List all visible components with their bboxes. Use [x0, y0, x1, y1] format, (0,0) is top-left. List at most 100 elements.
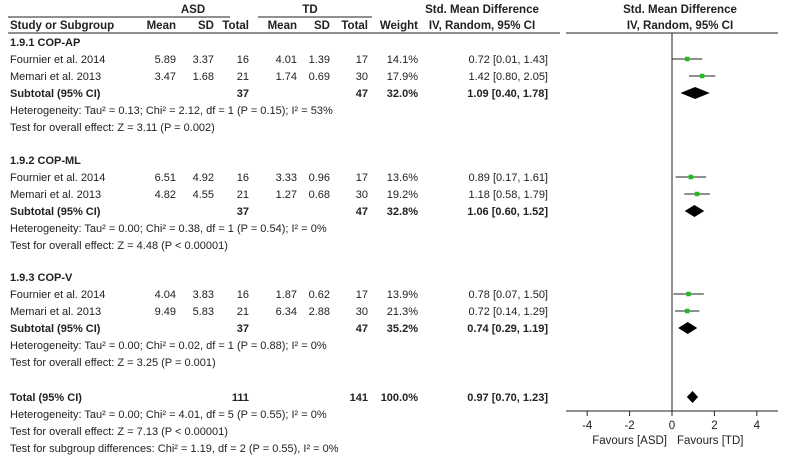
study-ci: 0.89 [0.17, 1.61] [468, 172, 548, 184]
asd-sd: 5.83 [193, 306, 214, 318]
asd-sd: 1.68 [193, 71, 214, 83]
subtotal-weight: 32.0% [387, 88, 418, 100]
study-marker [685, 308, 690, 314]
header-td-sd: SD [314, 20, 330, 32]
td-sd: 0.62 [309, 289, 330, 301]
overall-effect-text: Test for overall effect: Z = 3.11 (P = 0… [10, 122, 215, 134]
subtotal-label: Subtotal (95% CI) [10, 323, 101, 335]
x-tick-label: -4 [582, 420, 593, 432]
x-tick-label: 0 [669, 420, 675, 432]
study-ci: 1.42 [0.80, 2.05] [468, 71, 548, 83]
td-sd: 1.39 [309, 54, 330, 66]
subtotal-asd-total: 37 [237, 323, 249, 335]
td-mean: 6.34 [276, 306, 297, 318]
asd-total: 16 [237, 172, 249, 184]
header-asd-total: Total [222, 20, 249, 32]
header-smd-method: IV, Random, 95% CI [429, 20, 535, 32]
study-weight: 13.6% [387, 172, 418, 184]
subtotal-ci: 1.09 [0.40, 1.78] [467, 88, 548, 100]
study-name: Fournier et al. 2014 [10, 54, 105, 66]
subtotal-label: Subtotal (95% CI) [10, 88, 101, 100]
subtotal-ci: 1.06 [0.60, 1.52] [467, 206, 548, 218]
td-mean: 1.27 [276, 189, 297, 201]
td-total: 30 [356, 71, 368, 83]
study-weight: 21.3% [387, 306, 418, 318]
total-td-total: 141 [350, 392, 368, 404]
study-weight: 14.1% [387, 54, 418, 66]
asd-mean: 3.47 [155, 71, 176, 83]
subtotal-ci: 0.74 [0.29, 1.19] [467, 323, 548, 335]
study-name: Memari et al. 2013 [10, 71, 101, 83]
subgroup-title: 1.9.1 COP-AP [10, 37, 80, 49]
td-total: 17 [356, 289, 368, 301]
study-weight: 17.9% [387, 71, 418, 83]
td-mean: 1.74 [276, 71, 297, 83]
td-total: 17 [356, 172, 368, 184]
header-asd-mean: Mean [147, 20, 176, 32]
total-weight: 100.0% [381, 392, 419, 404]
asd-sd: 3.37 [193, 54, 214, 66]
study-marker [685, 56, 690, 62]
subtotal-weight: 35.2% [387, 323, 418, 335]
study-ci: 0.72 [0.01, 1.43] [468, 54, 548, 66]
asd-sd: 3.83 [193, 289, 214, 301]
asd-sd: 4.92 [193, 172, 214, 184]
subtotal-td-total: 47 [356, 88, 368, 100]
total-asd-total: 111 [232, 392, 249, 404]
td-total: 17 [356, 54, 368, 66]
study-name: Fournier et al. 2014 [10, 289, 105, 301]
header-td-mean: Mean [268, 20, 297, 32]
total-label: Total (95% CI) [10, 392, 82, 404]
heterogeneity-text: Heterogeneity: Tau² = 0.00; Chi² = 0.38,… [10, 223, 327, 235]
header-study: Study or Subgroup [10, 20, 114, 32]
asd-total: 16 [237, 54, 249, 66]
subtotal-diamond [680, 87, 710, 99]
td-sd: 2.88 [309, 306, 330, 318]
heterogeneity-text: Heterogeneity: Tau² = 0.00; Chi² = 0.02,… [10, 340, 327, 352]
td-mean: 3.33 [276, 172, 297, 184]
overall-effect-text: Test for overall effect: Z = 4.48 (P < 0… [10, 240, 228, 252]
asd-mean: 6.51 [155, 172, 176, 184]
subtotal-weight: 32.8% [387, 206, 418, 218]
subtotal-td-total: 47 [356, 323, 368, 335]
study-ci: 1.18 [0.58, 1.79] [468, 189, 548, 201]
header-weight: Weight [380, 20, 418, 32]
x-tick-label: 4 [754, 420, 761, 432]
study-name: Fournier et al. 2014 [10, 172, 105, 184]
asd-total: 21 [237, 71, 249, 83]
subtotal-asd-total: 37 [237, 206, 249, 218]
asd-mean: 4.82 [155, 189, 176, 201]
x-tick-label: -2 [624, 420, 634, 432]
header-td-total: Total [341, 20, 368, 32]
td-total: 30 [356, 306, 368, 318]
asd-sd: 4.55 [193, 189, 214, 201]
favours-right-label: Favours [TD] [677, 435, 743, 447]
subtotal-td-total: 47 [356, 206, 368, 218]
overall-effect-text: Test for overall effect: Z = 3.25 (P = 0… [10, 357, 216, 369]
study-marker [686, 291, 691, 297]
study-weight: 13.9% [387, 289, 418, 301]
subgroup-title: 1.9.2 COP-ML [10, 155, 81, 167]
study-marker [688, 174, 694, 180]
total-diamond [686, 391, 699, 403]
header-group-td: TD [302, 4, 317, 16]
header-group-asd: ASD [181, 4, 205, 16]
subtotal-diamond [678, 322, 698, 334]
asd-total: 16 [237, 289, 249, 301]
footer-text: Test for subgroup differences: Chi² = 1.… [10, 443, 339, 455]
total-ci: 0.97 [0.70, 1.23] [467, 392, 548, 404]
study-marker [699, 73, 705, 79]
td-total: 30 [356, 189, 368, 201]
header-smd-title: Std. Mean Difference [425, 4, 539, 16]
td-sd: 0.96 [309, 172, 330, 184]
td-mean: 4.01 [276, 54, 297, 66]
study-name: Memari et al. 2013 [10, 306, 101, 318]
subtotal-label: Subtotal (95% CI) [10, 206, 101, 218]
study-weight: 19.2% [387, 189, 418, 201]
subtotal-diamond [684, 205, 705, 217]
asd-total: 21 [237, 189, 249, 201]
footer-text: Heterogeneity: Tau² = 0.00; Chi² = 4.01,… [10, 409, 327, 421]
favours-left-label: Favours [ASD] [592, 435, 667, 447]
asd-mean: 5.89 [155, 54, 176, 66]
